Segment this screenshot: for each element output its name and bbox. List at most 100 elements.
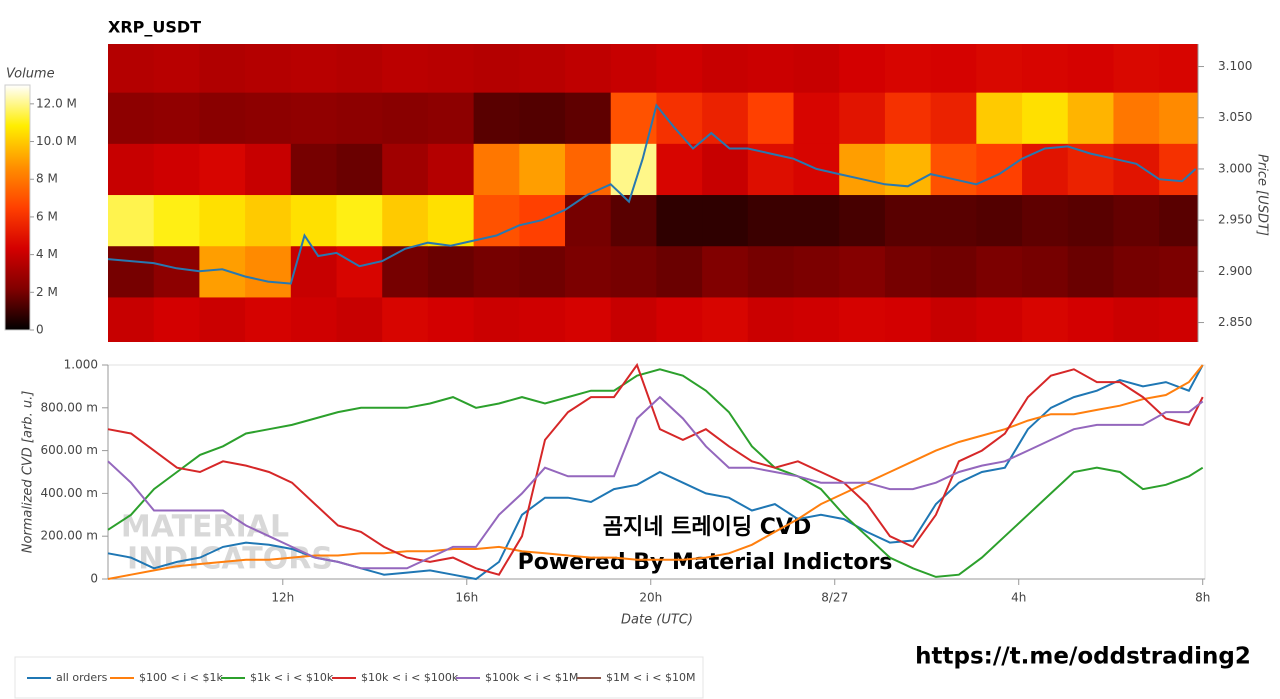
heatmap-cell bbox=[702, 44, 749, 93]
x-tick-label: 8h bbox=[1195, 591, 1210, 605]
heatmap-cell bbox=[1067, 143, 1114, 196]
heatmap-cell bbox=[565, 296, 612, 342]
y-tick-label: 3.100 bbox=[1218, 59, 1252, 73]
heatmap-cell bbox=[976, 296, 1023, 342]
heatmap-cell bbox=[108, 44, 155, 93]
heatmap-cell bbox=[930, 194, 977, 247]
heatmap-cell bbox=[930, 245, 977, 298]
heatmap-cell bbox=[839, 92, 886, 144]
heatmap-cell bbox=[656, 92, 703, 144]
heatmap-cell bbox=[930, 296, 977, 342]
heatmap-cell bbox=[473, 245, 520, 298]
heatmap-cell bbox=[976, 143, 1023, 196]
heatmap-cell bbox=[610, 296, 657, 342]
heatmap-cell bbox=[793, 296, 840, 342]
heatmap-cell bbox=[656, 296, 703, 342]
heatmap-cell bbox=[884, 92, 932, 144]
heatmap-cell bbox=[427, 44, 475, 93]
heatmap-cell bbox=[108, 143, 155, 196]
heatmap-cell bbox=[976, 194, 1023, 247]
x-tick-label: 20h bbox=[639, 591, 662, 605]
heatmap-cell bbox=[153, 296, 200, 342]
heatmap-cell bbox=[565, 44, 612, 93]
heatmap-cell bbox=[839, 296, 886, 342]
heatmap-cell bbox=[1159, 296, 1198, 342]
heatmap-cell bbox=[153, 194, 200, 247]
heatmap-cell bbox=[702, 296, 749, 342]
heatmap-cell bbox=[702, 143, 749, 196]
heatmap-cell bbox=[610, 194, 657, 247]
x-tick-label: 4h bbox=[1011, 591, 1026, 605]
heatmap-cell bbox=[1113, 143, 1160, 196]
heatmap-cell bbox=[1113, 44, 1160, 93]
heatmap-cell bbox=[1022, 143, 1069, 196]
heatmap-cell bbox=[656, 194, 703, 247]
heatmap-cell bbox=[473, 194, 520, 247]
heatmap-cell bbox=[1067, 92, 1114, 144]
heatmap-cell bbox=[1159, 194, 1198, 247]
y-axis-label: Normalized CVD [arb. u.] bbox=[21, 391, 36, 554]
heatmap-cell bbox=[519, 143, 566, 196]
heatmap-cell bbox=[1022, 92, 1069, 144]
heatmap-cell bbox=[199, 143, 246, 196]
heatmap-cell bbox=[519, 296, 566, 342]
heatmap-cell bbox=[427, 92, 475, 144]
heatmap-cell bbox=[1159, 44, 1198, 93]
heatmap-cell bbox=[245, 296, 292, 342]
heatmap-cell bbox=[336, 44, 383, 93]
y-tick-label: 2.950 bbox=[1218, 213, 1252, 227]
series-line bbox=[107, 364, 1204, 581]
y-tick-label: 2.900 bbox=[1218, 264, 1252, 278]
heatmap-cell bbox=[702, 245, 749, 298]
heatmap-cell bbox=[519, 44, 566, 93]
watermark: INDICATORS bbox=[127, 542, 333, 577]
y-tick-label: 0 bbox=[90, 572, 98, 586]
heatmap-cell bbox=[930, 92, 977, 144]
heatmap-cell bbox=[1022, 194, 1069, 247]
series-line bbox=[107, 362, 1204, 576]
heatmap-cell bbox=[427, 194, 475, 247]
heatmap-cell bbox=[793, 245, 840, 298]
heatmap-cell bbox=[290, 92, 338, 144]
heatmap-cell bbox=[884, 296, 932, 342]
heatmap-cell bbox=[108, 92, 155, 144]
heatmap-cells bbox=[108, 44, 1198, 342]
heatmap-cell bbox=[382, 44, 429, 93]
y-tick-label: 3.050 bbox=[1218, 110, 1252, 124]
heatmap-cell bbox=[427, 143, 475, 196]
heatmap-cell bbox=[336, 296, 383, 342]
y-tick-label: 200.00 m bbox=[41, 529, 99, 543]
heatmap-cell bbox=[1113, 92, 1160, 144]
heatmap-cell bbox=[245, 245, 292, 298]
heatmap-cell bbox=[245, 92, 292, 144]
heatmap-cell bbox=[1022, 44, 1069, 93]
heatmap-cell bbox=[839, 194, 886, 247]
heatmap-cell bbox=[382, 194, 429, 247]
legend-label: $1M < i < $10M bbox=[606, 671, 695, 684]
heatmap-cell bbox=[747, 44, 795, 93]
heatmap-cell bbox=[245, 194, 292, 247]
heatmap-cell bbox=[199, 194, 246, 247]
heatmap-cell bbox=[519, 92, 566, 144]
legend-label: $100 < i < $1k bbox=[139, 671, 223, 684]
heatmap-cell bbox=[884, 44, 932, 93]
heatmap-cell bbox=[153, 245, 200, 298]
heatmap-cell bbox=[1022, 296, 1069, 342]
heatmap-cell bbox=[565, 92, 612, 144]
heatmap-cell bbox=[839, 245, 886, 298]
heatmap-cell bbox=[1159, 92, 1198, 144]
heatmap-cell bbox=[336, 194, 383, 247]
legend-label: all orders bbox=[56, 671, 108, 684]
heatmap-cell bbox=[473, 143, 520, 196]
heatmap-cell bbox=[382, 245, 429, 298]
heatmap-cell bbox=[108, 194, 155, 247]
heatmap-cell bbox=[656, 245, 703, 298]
y-tick-label: 800.00 m bbox=[41, 400, 99, 414]
y-tick-label: 400.00 m bbox=[41, 486, 99, 500]
heatmap-cell bbox=[1159, 245, 1198, 298]
colorbar-tick-label: 0 bbox=[36, 323, 44, 337]
chart-title: XRP_USDT bbox=[108, 18, 201, 37]
heatmap-cell bbox=[976, 44, 1023, 93]
heatmap-cell bbox=[1113, 245, 1160, 298]
